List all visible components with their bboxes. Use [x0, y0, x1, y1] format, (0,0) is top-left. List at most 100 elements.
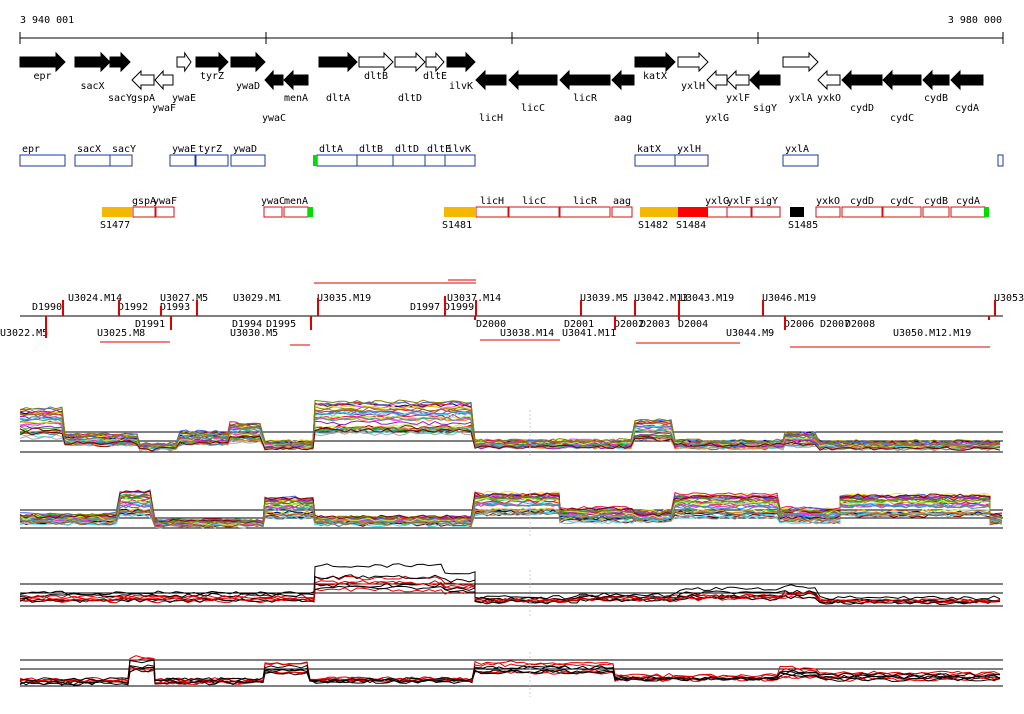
segment-marker [62, 300, 64, 316]
expression-profile [19, 510, 1003, 528]
gene-arrow-tyrZ[interactable] [195, 51, 229, 73]
gene-arrow-sacX[interactable] [74, 51, 111, 73]
operon-label: epr [22, 144, 40, 155]
upper-segment-label: U3029.M1 [233, 293, 281, 304]
tu-box[interactable] [155, 206, 175, 218]
gene-arrow-licR[interactable] [559, 69, 611, 91]
gene-arrow-gspA[interactable] [131, 69, 155, 91]
lower-d-label: D2008 [845, 319, 875, 330]
tu-box[interactable] [882, 206, 922, 218]
tu-box[interactable] [922, 206, 950, 218]
gene-arrow-cydB[interactable] [922, 69, 950, 91]
gene-arrow-dltA[interactable] [318, 51, 358, 73]
gene-arrow-ywaE[interactable] [176, 51, 192, 73]
operon-marker-green [313, 155, 317, 166]
gene-label-yxlA: yxlA [788, 93, 812, 104]
lower-d-label: D1994 [232, 319, 262, 330]
tu-label: yxkO [816, 196, 840, 207]
gene-arrow-licH[interactable] [475, 69, 507, 91]
gene-arrow-yxlH[interactable] [677, 51, 709, 73]
gene-label-sacX: sacX [80, 81, 104, 92]
operon-box[interactable] [19, 154, 66, 167]
tu-label: gspA [132, 196, 156, 207]
gene-arrow-yxlG[interactable] [706, 69, 728, 91]
operon-box[interactable] [782, 154, 819, 167]
operon-label: dltB [359, 144, 383, 155]
operon-label: sacY [112, 144, 136, 155]
gene-arrow-katX[interactable] [634, 51, 676, 73]
coordinate-ruler: 3 940 001 3 980 000 [19, 15, 1004, 44]
gene-arrow-sacY[interactable] [109, 51, 131, 73]
lower-segment-label: U3022.M5 [0, 328, 48, 339]
operon-label: ilvK [447, 144, 471, 155]
operon-box[interactable] [356, 154, 394, 167]
gene-arrow-yxlA[interactable] [782, 51, 819, 73]
gene-arrow-ywaF[interactable] [154, 69, 174, 91]
tu-box[interactable] [132, 206, 156, 218]
gene-label-yxlF: yxlF [726, 93, 750, 104]
tu-box[interactable] [508, 206, 560, 218]
tu-box[interactable] [475, 206, 509, 218]
tu-box[interactable] [263, 206, 283, 218]
operon-box[interactable] [634, 154, 676, 167]
operon-box[interactable] [195, 154, 229, 167]
gene-arrow-ilvK[interactable] [446, 51, 476, 73]
tu-label: menA [284, 196, 308, 207]
gene-arrow-yxkO[interactable] [817, 69, 841, 91]
lower-segment-label: U3025.M8 [97, 328, 145, 339]
gene-label-ywaD: ywaD [236, 81, 260, 92]
operon-box[interactable] [169, 154, 196, 167]
gene-arrow-cydD[interactable] [841, 69, 883, 91]
tu-box[interactable] [841, 206, 883, 218]
operon-box[interactable] [316, 154, 358, 167]
operon-box[interactable] [74, 154, 111, 167]
gene-arrow-dltE[interactable] [425, 51, 445, 73]
tu-label: cydC [890, 196, 914, 207]
gene-arrow-yxlF[interactable] [726, 69, 750, 91]
tu-box[interactable] [751, 206, 781, 218]
gene-arrow-licC[interactable] [508, 69, 558, 91]
tu-box[interactable] [283, 206, 309, 218]
tu-box[interactable] [611, 206, 633, 218]
tu-box[interactable] [706, 206, 728, 218]
gene-arrow-cydA[interactable] [950, 69, 984, 91]
gene-arrow-aag[interactable] [611, 69, 635, 91]
lower-segment-label: U3041.M11 [562, 328, 616, 339]
tu-box[interactable] [950, 206, 986, 218]
expression-profile [19, 580, 1001, 604]
operon-box[interactable] [109, 154, 133, 167]
expression-profile [19, 494, 1003, 525]
gene-arrow-ywaD[interactable] [230, 51, 266, 73]
promoter-box[interactable] [790, 207, 804, 217]
gene-arrow-dltB[interactable] [358, 51, 394, 73]
operon-box[interactable] [392, 154, 426, 167]
operon-box[interactable] [444, 154, 476, 167]
upper-segment-label: U3043.M19 [680, 293, 734, 304]
promoter-box[interactable] [102, 207, 132, 217]
gene-arrow-sigY[interactable] [749, 69, 781, 91]
tu-box[interactable] [559, 206, 611, 218]
gene-arrow-dltD[interactable] [394, 51, 426, 73]
panel-2 [19, 489, 1003, 537]
operon-box[interactable] [674, 154, 709, 167]
lower-d-label: D2000 [476, 319, 506, 330]
segment-marker [310, 316, 312, 330]
lower-d-label: D2001 [564, 319, 594, 330]
promoter-box[interactable] [678, 207, 708, 217]
operon-label: tyrZ [198, 144, 222, 155]
expression-profile [19, 563, 1001, 601]
gene-arrow-menA[interactable] [283, 69, 309, 91]
gene-arrow-epr[interactable] [19, 51, 66, 73]
operon-box[interactable] [997, 154, 1004, 167]
tu-box[interactable] [726, 206, 752, 218]
operon-box[interactable] [230, 154, 266, 167]
tu-box[interactable] [815, 206, 841, 218]
gene-arrow-cydC[interactable] [882, 69, 922, 91]
promoter-box[interactable] [444, 207, 476, 217]
expression-profile [19, 667, 1001, 686]
promoter-box[interactable] [640, 207, 678, 217]
gene-arrow-ywaC[interactable] [264, 69, 284, 91]
operon-box[interactable] [424, 154, 446, 167]
segment-marker [762, 300, 764, 316]
